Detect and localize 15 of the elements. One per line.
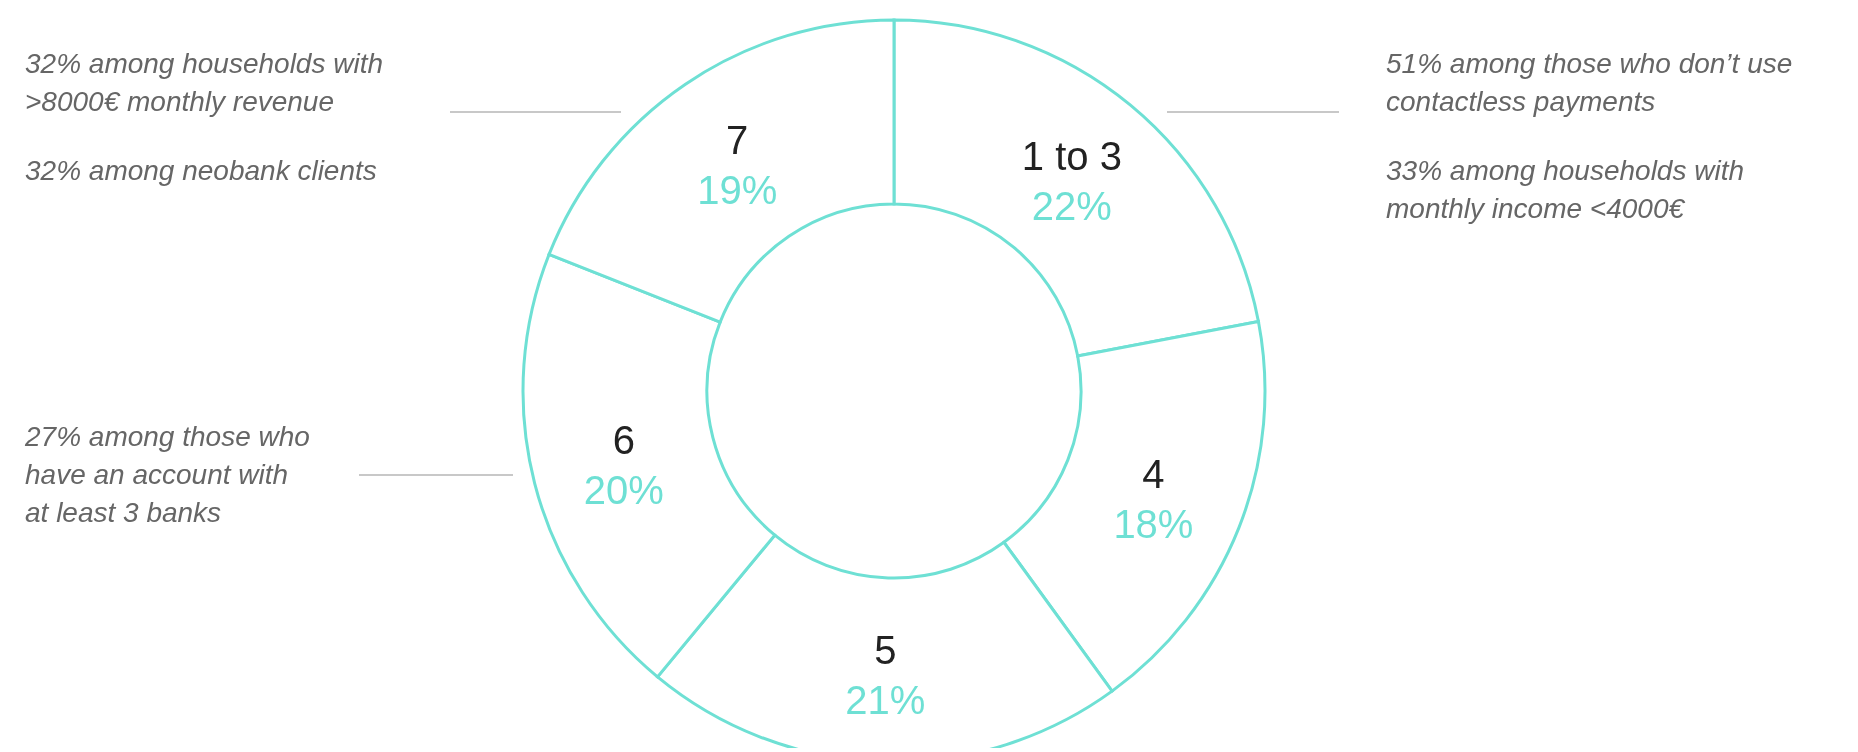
slice-label: 4	[1142, 451, 1165, 496]
slice-label: 5	[874, 627, 897, 672]
slice-label: 6	[612, 418, 635, 463]
text: 27% among those who have an account with at least 3 banks	[24, 421, 310, 528]
slice-label: 7	[726, 118, 749, 163]
text: 33% among households with monthly income <4000€	[1386, 155, 1745, 224]
slice-label: 1 to 3	[1021, 134, 1122, 179]
text: 51% among those who don’t use contactless payments	[1386, 48, 1793, 117]
data-label: 20%	[583, 468, 664, 513]
data-label: 22%	[1031, 184, 1112, 229]
text: 32% among neobank clients	[25, 155, 377, 186]
data-label: 18%	[1113, 501, 1194, 546]
data-label: 19%	[697, 168, 778, 213]
text: 32% among households with >8000€ monthly revenue	[25, 48, 384, 117]
data-label: 21%	[845, 677, 926, 722]
